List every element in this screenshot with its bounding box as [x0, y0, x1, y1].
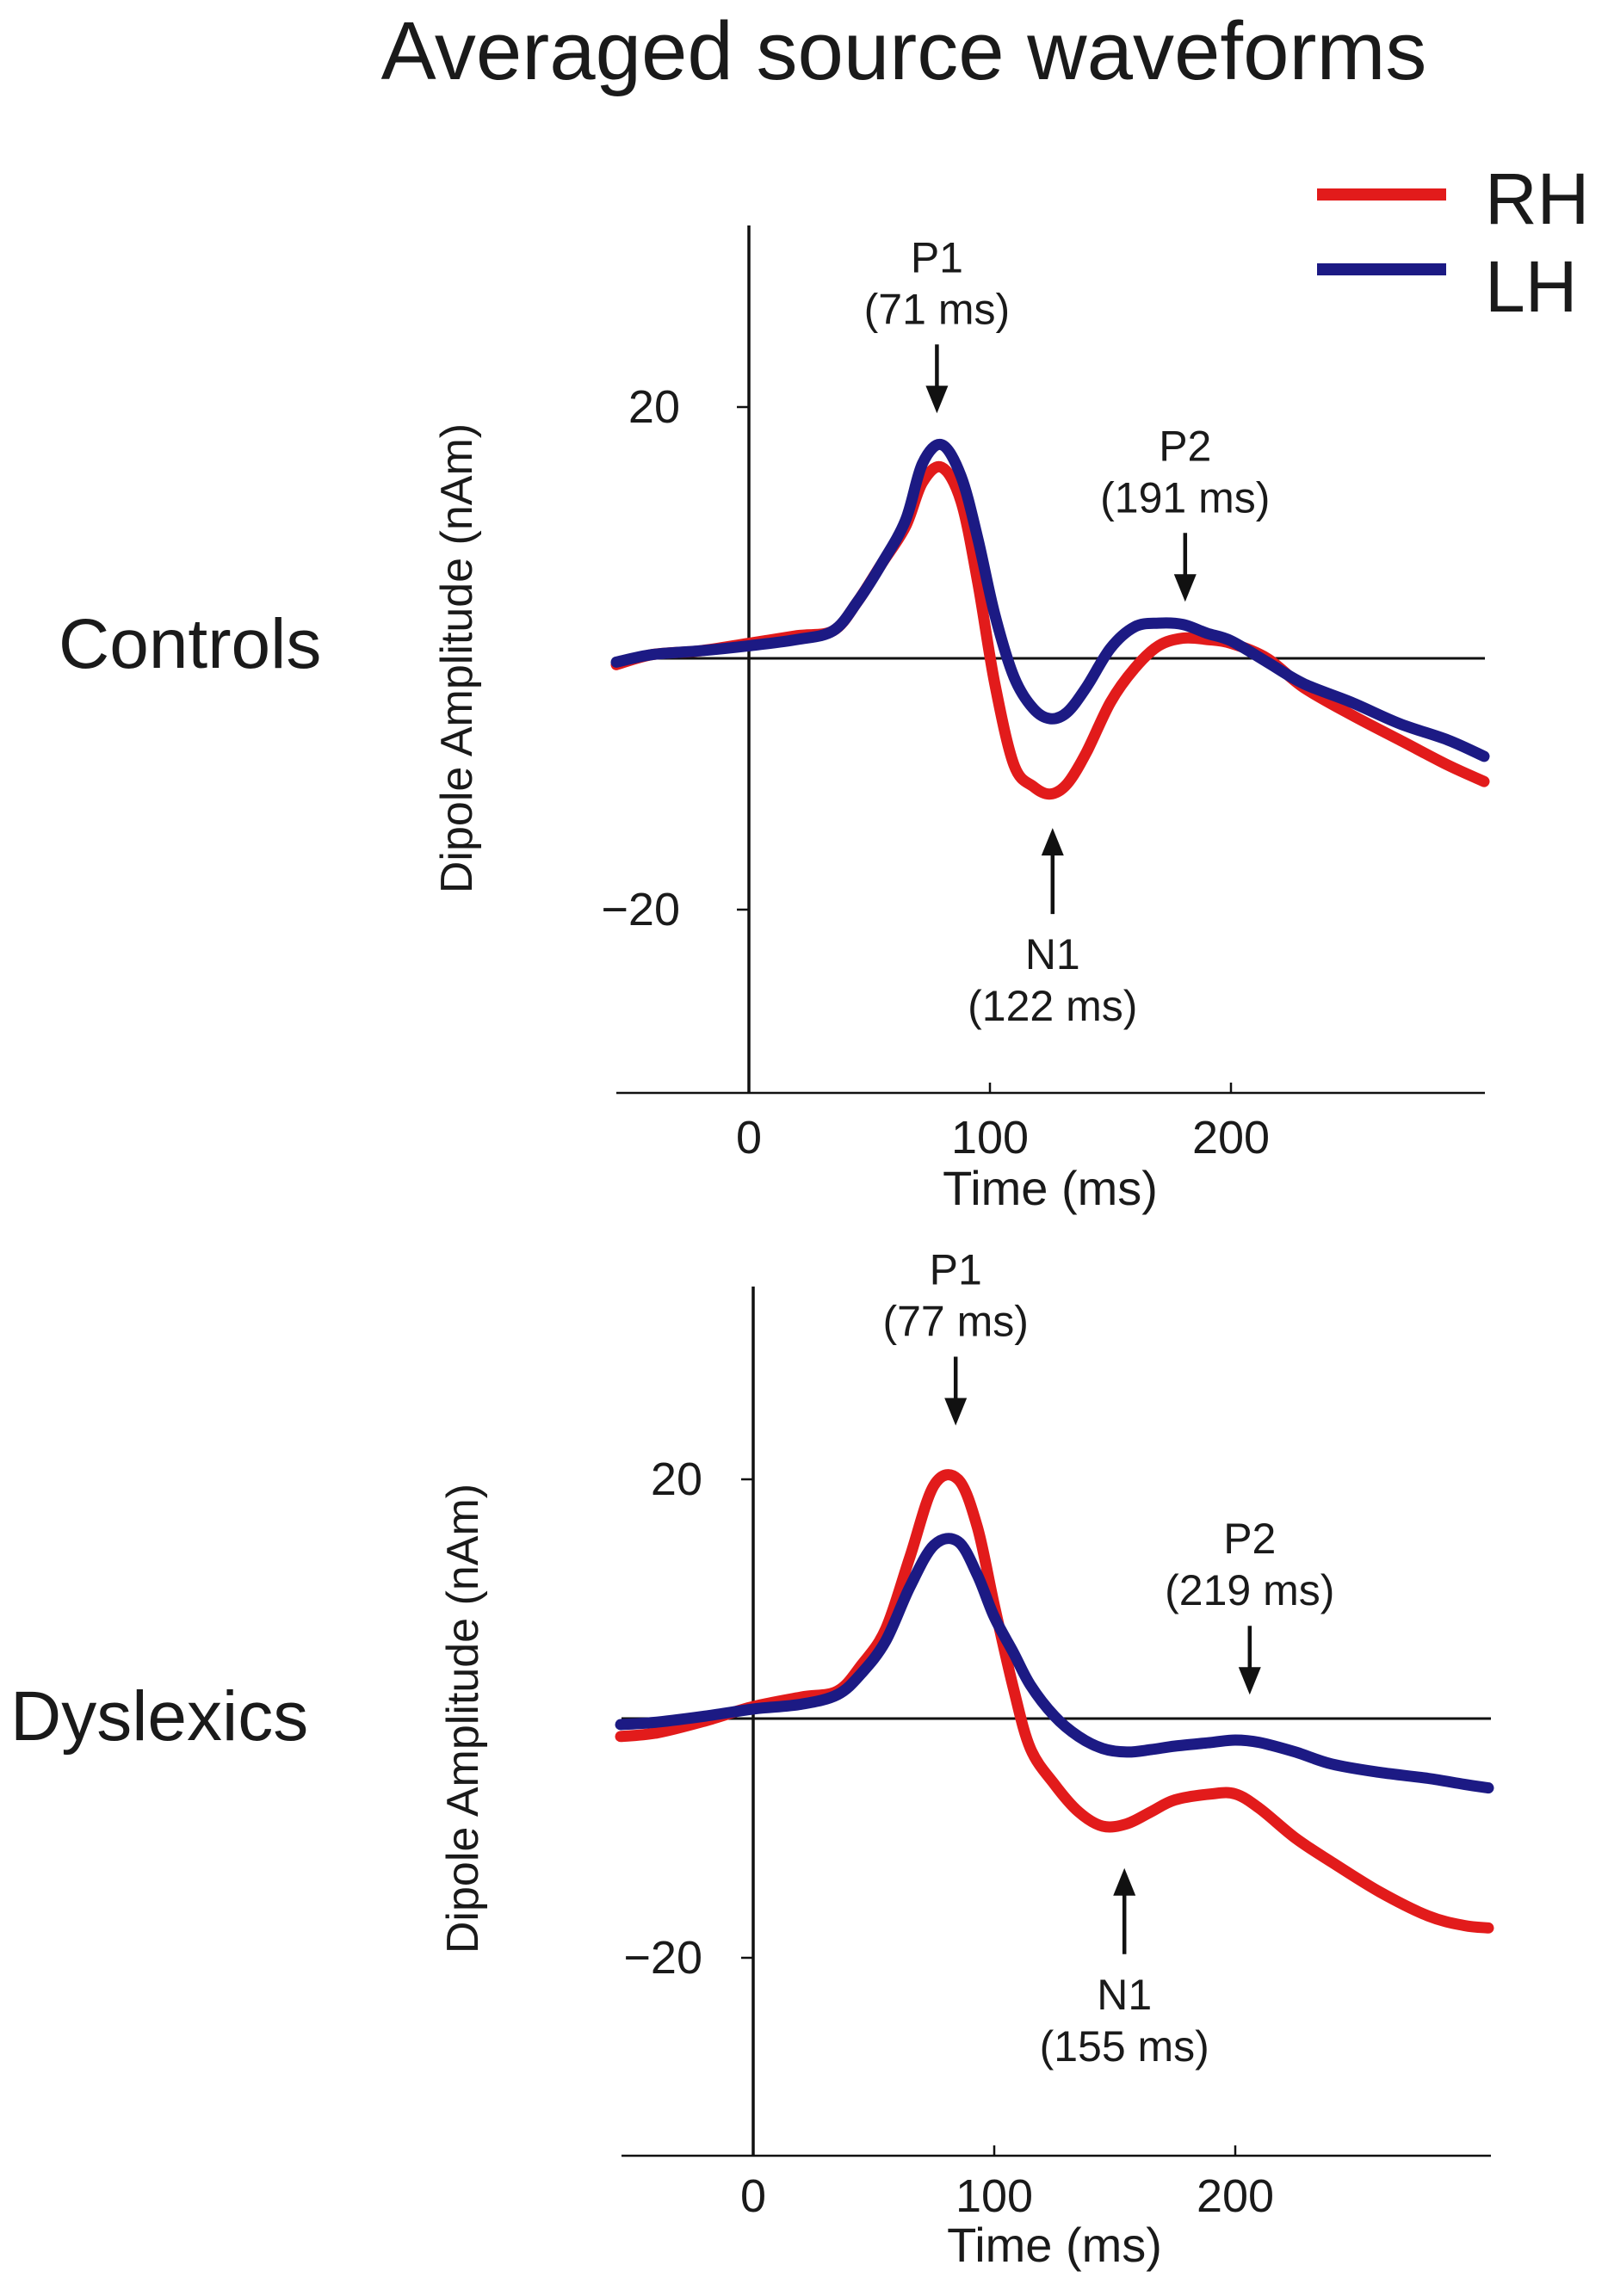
legend-label-lh: LH: [1485, 246, 1577, 327]
figure-title: Averaged source waveforms: [381, 5, 1427, 97]
x-tick-label: 200: [1197, 2170, 1274, 2222]
annotation-arrowhead-n1: [1113, 1867, 1136, 1896]
annotation-label-n1: N1: [1025, 930, 1080, 978]
x-tick-label: 200: [1192, 1112, 1270, 1163]
controls-chart: 0 100 200 20 −20 Time (ms) Dipole Amplitude (n…: [432, 225, 1490, 1215]
x-tick-label: 0: [740, 2170, 766, 2222]
group-label-controls: Controls: [59, 605, 321, 683]
x-axis-title: Time (ms): [947, 2218, 1162, 2272]
annotation-time-p2: (219 ms): [1165, 1566, 1334, 1614]
annotation-time-n1: (122 ms): [968, 982, 1137, 1030]
x-axis-title: Time (ms): [943, 1161, 1158, 1215]
series-line-rh: [610, 460, 1490, 800]
annotation-time-p2: (191 ms): [1100, 473, 1270, 522]
x-tick-label: 0: [736, 1112, 762, 1163]
series-line-lh: [615, 1533, 1494, 1794]
series-line-rh: [615, 1469, 1494, 1934]
y-tick-label: 20: [628, 381, 680, 433]
annotation-label-n1: N1: [1097, 1971, 1152, 2019]
y-axis-title: Dipole Amplitude (nAm): [438, 1484, 488, 1953]
annotation-arrowhead-p1: [944, 1398, 968, 1426]
annotation-arrowhead-n1: [1041, 828, 1064, 856]
annotation-arrowhead-p2: [1173, 574, 1197, 602]
x-tick-label: 100: [956, 2170, 1033, 2222]
y-tick-label: −20: [623, 1932, 702, 1984]
annotation-label-p1: P1: [930, 1245, 982, 1293]
legend: RH LH: [1317, 158, 1589, 327]
annotation-label-p2: P2: [1159, 422, 1211, 470]
series-line-lh: [610, 439, 1490, 762]
x-tick-label: 100: [951, 1112, 1029, 1163]
annotation-time-n1: (155 ms): [1040, 2022, 1209, 2071]
annotation-label-p2: P2: [1223, 1515, 1276, 1563]
annotation-label-p1: P1: [911, 233, 963, 281]
annotation-time-p1: (71 ms): [864, 285, 1010, 333]
annotation-time-p1: (77 ms): [882, 1297, 1028, 1345]
y-tick-label: −20: [601, 884, 680, 935]
legend-label-rh: RH: [1485, 158, 1589, 239]
group-label-dyslexics: Dyslexics: [10, 1677, 308, 1756]
annotation-arrowhead-p2: [1238, 1667, 1261, 1695]
y-axis-title: Dipole Amplitude (nAm): [432, 423, 482, 893]
annotation-arrowhead-p1: [925, 386, 949, 414]
y-tick-label: 20: [651, 1454, 702, 1505]
dyslexics-chart: 0 100 200 20 −20 Time (ms) Dipole Amplitude (n…: [438, 1245, 1494, 2272]
